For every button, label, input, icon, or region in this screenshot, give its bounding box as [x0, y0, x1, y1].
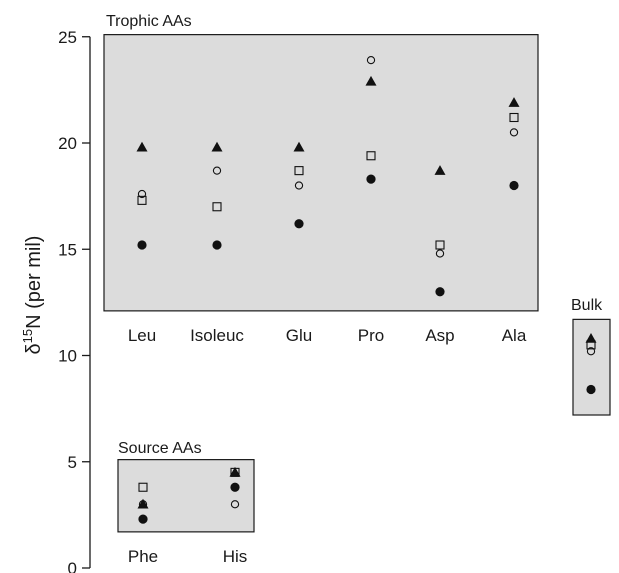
category-label: Ala [502, 326, 527, 345]
open-square-marker [366, 151, 376, 161]
open-square-marker [212, 202, 222, 212]
filled-circle-marker [230, 482, 240, 492]
panel-title: Bulk [571, 297, 603, 314]
y-tick-label: 10 [58, 347, 77, 366]
triangle-marker [136, 141, 148, 152]
open-circle-marker [509, 128, 519, 137]
filled-circle-marker [137, 240, 147, 250]
filled-circle-marker [212, 240, 222, 250]
filled-circle-marker [138, 514, 148, 524]
open-circle-marker [294, 181, 304, 190]
open-square-marker [435, 240, 445, 250]
panel-box [103, 34, 539, 312]
filled-circle-marker [294, 219, 304, 229]
filled-circle-marker [366, 174, 376, 184]
category-label: Isoleuc [190, 326, 244, 345]
triangle-marker [434, 165, 446, 175]
panel-trophic: Trophic AAs Leu Isoleuc Glu Pro Asp Ala [103, 13, 539, 345]
y-axis-label-superscript: 15 [20, 329, 35, 343]
filled-circle-marker [509, 180, 519, 191]
panel-box [572, 318, 611, 416]
open-circle-marker [212, 166, 222, 175]
open-square-marker [586, 340, 596, 350]
open-circle-marker [435, 249, 445, 258]
open-circle-marker [366, 55, 376, 65]
open-circle-marker [138, 500, 148, 509]
y-axis: 0 5 10 15 20 25 [58, 28, 91, 573]
panel-title: Trophic AAs [106, 13, 192, 30]
y-axis-label: δ15N (per mil) [20, 236, 45, 355]
category-label: Pro [358, 326, 384, 345]
open-square-marker [137, 195, 147, 205]
open-square-marker [294, 166, 304, 176]
triangle-marker [211, 141, 223, 152]
y-tick-label: 0 [68, 559, 77, 573]
y-tick-label: 20 [58, 134, 77, 153]
open-square-marker [509, 112, 519, 123]
panel-bulk: Bulk [571, 297, 611, 416]
open-circle-marker [137, 189, 147, 199]
panels: Trophic AAs Leu Isoleuc Glu Pro Asp Ala Source … [103, 13, 611, 566]
open-circle-marker [230, 500, 240, 509]
category-label: Leu [128, 326, 156, 345]
category-label: Glu [286, 326, 312, 345]
panel-source: Source AAs Phe His [117, 440, 255, 566]
category-label: Asp [425, 326, 454, 345]
panel-title: Source AAs [118, 440, 202, 457]
triangle-marker [229, 466, 241, 477]
y-axis-label-delta: δ [23, 343, 45, 354]
category-label: His [223, 547, 248, 566]
y-tick-label: 15 [58, 240, 77, 259]
category-label: Phe [128, 547, 158, 566]
filled-circle-marker [435, 287, 445, 297]
open-square-marker [138, 482, 148, 492]
y-tick-label: 5 [68, 453, 77, 472]
triangle-marker [293, 141, 305, 152]
triangle-marker [365, 75, 377, 86]
triangle-marker [508, 97, 520, 107]
y-axis-label-rest: N (per mil) [23, 236, 45, 329]
y-tick-label: 25 [58, 28, 77, 47]
filled-circle-marker [586, 384, 596, 395]
open-square-marker [230, 467, 240, 477]
open-circle-marker [586, 347, 596, 356]
